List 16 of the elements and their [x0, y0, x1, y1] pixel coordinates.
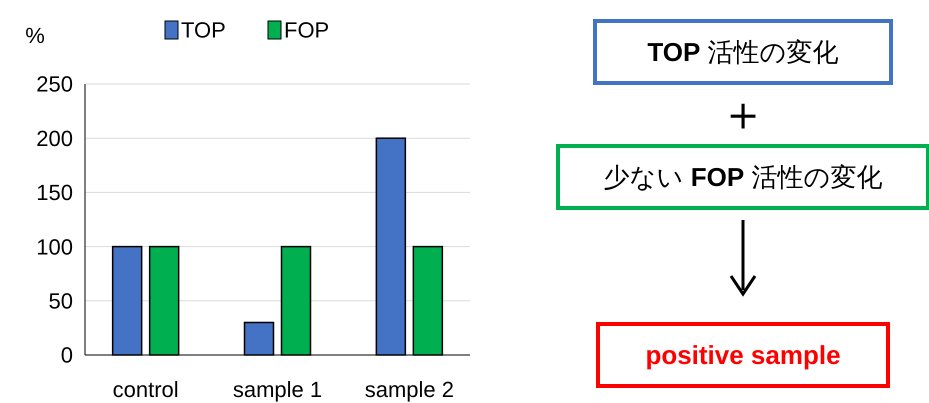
y-axis-title: %: [25, 23, 45, 48]
text: positive sample: [645, 340, 841, 370]
x-tick-label: sample 1: [232, 377, 322, 402]
legend-label: TOP: [181, 18, 226, 43]
y-tick-label: 200: [36, 126, 73, 151]
y-tick-label: 0: [60, 342, 73, 368]
y-tick-label: 50: [48, 288, 73, 314]
text: ＋: [719, 88, 767, 141]
x-tick-label: control: [112, 377, 179, 402]
y-tick-label: 100: [36, 234, 73, 260]
x-tick-label: sample 2: [364, 377, 454, 402]
y-tick-label: 250: [36, 72, 73, 97]
y-tick-label: 150: [36, 180, 73, 206]
legend-label: FOP: [284, 18, 330, 43]
text: 少ない FOP 活性の変化: [604, 162, 882, 192]
text: TOP 活性の変化: [647, 37, 839, 68]
